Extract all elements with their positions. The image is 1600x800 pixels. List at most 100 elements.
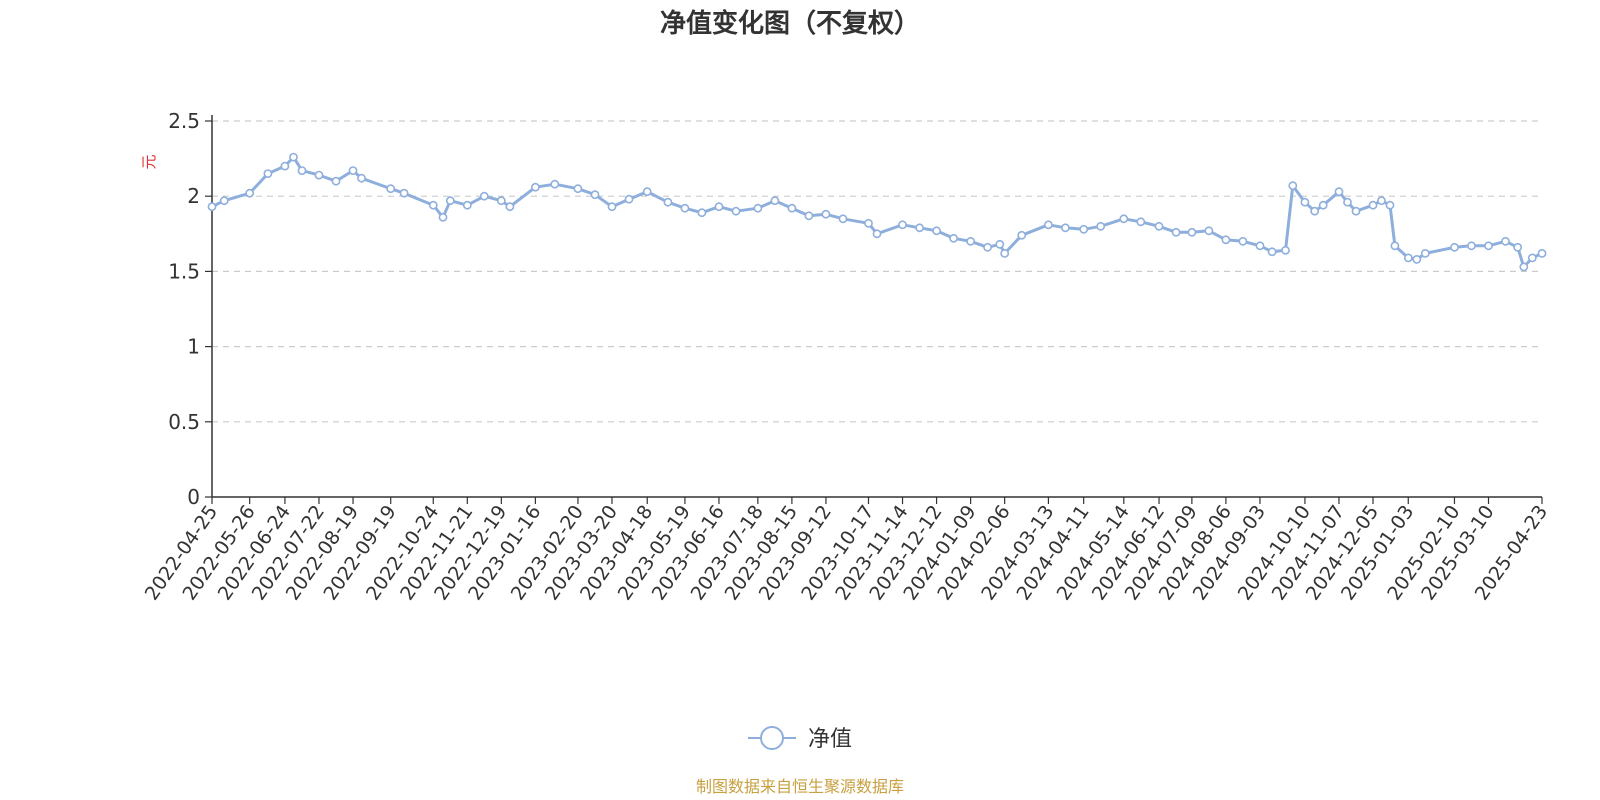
data-point [245, 188, 255, 198]
data-point [1288, 181, 1298, 191]
y-axis-unit: 元 [140, 154, 158, 169]
data-point [445, 196, 455, 206]
data-point [590, 190, 600, 200]
data-point [663, 197, 673, 207]
data-point [624, 194, 634, 204]
y-tick-label: 0 [187, 485, 200, 509]
series-line [210, 155, 1544, 269]
data-point [573, 184, 583, 194]
data-point [1119, 214, 1129, 224]
data-point [915, 223, 924, 233]
data-point [479, 191, 489, 201]
data-point [280, 161, 290, 171]
data-point [1527, 253, 1537, 263]
data-point [1221, 235, 1231, 245]
data-point [731, 206, 741, 216]
chart-title: 净值变化图（不复权） [660, 8, 920, 39]
grid-lines [212, 120, 1542, 423]
y-tick-label: 2.5 [168, 109, 200, 133]
data-point [1467, 241, 1476, 251]
data-point [399, 188, 409, 198]
y-tick-label: 2 [187, 184, 200, 208]
data-point [1096, 221, 1106, 231]
data-point [1368, 200, 1378, 210]
data-point [550, 179, 560, 189]
data-point [1061, 223, 1070, 233]
data-point [1310, 206, 1320, 216]
data-point [531, 182, 540, 192]
data-point [864, 218, 873, 228]
data-point [1267, 247, 1277, 257]
data-point [1281, 245, 1290, 255]
data-point [1351, 206, 1361, 216]
data-point [297, 166, 307, 175]
data-point [932, 226, 941, 236]
y-tick-label: 0.5 [168, 410, 200, 434]
data-point [1420, 248, 1430, 258]
data-point [314, 170, 324, 180]
data-point [607, 202, 617, 212]
legend[interactable]: 净值 [748, 726, 852, 752]
data-point [1017, 230, 1027, 240]
data-point [804, 211, 814, 221]
data-point [1187, 227, 1197, 237]
legend-label: 净值 [808, 727, 852, 752]
data-point [1403, 253, 1413, 263]
y-tick-label: 1.5 [168, 259, 200, 283]
series-layer [207, 152, 1547, 272]
data-point [697, 208, 707, 218]
data-point [462, 200, 472, 210]
data-point [966, 236, 975, 246]
data-point [1154, 221, 1164, 231]
data-point [348, 166, 358, 175]
data-point [1255, 241, 1265, 251]
data-point [263, 169, 273, 178]
y-tick-label: 1 [187, 335, 200, 359]
legend-circle-icon [760, 726, 784, 750]
data-point [1537, 248, 1547, 258]
data-point [642, 187, 652, 197]
data-point [1171, 227, 1181, 237]
data-point [714, 202, 724, 212]
data-point [1136, 217, 1146, 227]
data-point [331, 176, 341, 186]
data-point [219, 196, 229, 206]
data-point [386, 184, 396, 194]
data-point [428, 200, 438, 210]
data-point [1318, 200, 1328, 210]
data-point [1000, 248, 1010, 258]
data-point [1390, 241, 1400, 251]
data-point [995, 239, 1005, 249]
data-point [1204, 226, 1214, 236]
data-point [821, 209, 831, 219]
data-point [1238, 236, 1248, 246]
data-point [680, 203, 690, 213]
data-point [753, 203, 763, 213]
data-point [505, 202, 515, 212]
data-point [1385, 200, 1395, 210]
data-point [983, 242, 992, 252]
data-point [438, 212, 448, 222]
data-point [289, 152, 298, 162]
data-point [1484, 241, 1493, 251]
data-point [357, 173, 366, 183]
data-point [1513, 242, 1523, 252]
data-point [787, 203, 797, 213]
data-source-note: 制图数据来自恒生聚源数据库 [696, 777, 904, 796]
data-point [1343, 197, 1352, 207]
data-point [949, 233, 958, 243]
data-point [496, 196, 506, 206]
data-point [898, 220, 907, 230]
data-point [838, 214, 848, 224]
data-point [1501, 236, 1510, 246]
data-point [1450, 242, 1459, 252]
data-point [1519, 262, 1529, 272]
data-point [1334, 187, 1344, 197]
data-point [770, 196, 780, 206]
data-point [1300, 197, 1310, 207]
data-point [207, 202, 217, 212]
axes: 00.511.522.52022-04-252022-05-262022-06-… [141, 109, 1552, 604]
data-point [872, 229, 882, 239]
data-point [1377, 196, 1386, 206]
